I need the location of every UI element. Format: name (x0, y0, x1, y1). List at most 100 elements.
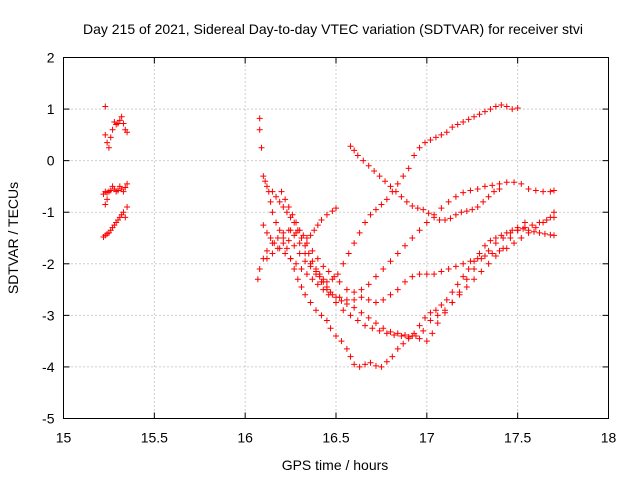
data-point-marker (467, 258, 474, 265)
data-point-marker (282, 196, 289, 203)
series-s6 (287, 179, 557, 296)
data-point-marker (383, 358, 390, 365)
data-point-marker (409, 203, 416, 210)
data-point-marker (269, 188, 276, 195)
data-point-marker (402, 331, 409, 338)
data-point-marker (263, 183, 270, 190)
data-point-marker (449, 299, 456, 306)
data-point-marker (287, 255, 294, 262)
data-point-marker (380, 296, 387, 303)
data-point-marker (367, 211, 374, 218)
data-point-marker (382, 178, 389, 185)
data-point-marker (551, 187, 557, 194)
data-point-marker (416, 335, 423, 342)
data-point-marker (293, 219, 300, 226)
data-point-marker (420, 327, 427, 334)
data-point-marker (262, 178, 269, 185)
data-point-marker (120, 188, 127, 195)
data-point-marker (478, 268, 485, 275)
data-point-marker (274, 245, 281, 252)
data-point-marker (314, 255, 321, 262)
data-point-marker (124, 204, 131, 211)
data-point-marker (414, 205, 421, 212)
data-point-marker (372, 299, 379, 306)
data-marks (100, 101, 557, 370)
data-point-marker (551, 209, 557, 216)
data-point-marker (325, 268, 332, 275)
data-point-marker (485, 193, 492, 200)
series-s2 (254, 209, 557, 306)
data-point-marker (449, 124, 456, 131)
data-point-marker (460, 118, 467, 125)
data-point-marker (329, 208, 336, 215)
data-point-marker (436, 216, 443, 223)
data-point-marker (403, 198, 410, 205)
data-point-marker (427, 317, 434, 324)
data-point-marker (394, 330, 401, 337)
data-point-marker (422, 139, 429, 146)
data-point-marker (540, 188, 547, 195)
data-point-marker (423, 271, 430, 278)
data-point-marker (263, 229, 270, 236)
data-point-marker (338, 297, 345, 304)
data-point-marker (354, 152, 361, 159)
data-point-marker (102, 103, 109, 110)
data-point-marker (320, 276, 327, 283)
data-point-marker (376, 173, 383, 180)
y-tick-label: -5 (42, 411, 55, 427)
data-point-marker (409, 235, 416, 241)
data-point-marker (356, 229, 363, 236)
data-point-marker (365, 281, 372, 288)
data-point-marker (429, 330, 436, 337)
data-point-marker (532, 224, 539, 231)
data-point-marker (547, 231, 554, 238)
data-point-marker (460, 273, 467, 280)
data-point-marker (481, 183, 488, 190)
data-point-marker (551, 214, 557, 221)
data-point-marker (258, 144, 265, 151)
data-point-marker (280, 235, 287, 241)
data-point-marker (365, 314, 372, 321)
data-point-marker (531, 228, 538, 235)
data-point-marker (298, 265, 305, 272)
y-axis-label: SDTVAR / TECUs (5, 182, 21, 294)
data-point-marker (536, 219, 543, 226)
data-point-marker (116, 117, 123, 124)
data-point-marker (476, 250, 483, 257)
data-point-marker (547, 188, 554, 195)
data-point-marker (311, 227, 318, 234)
data-point-marker (409, 332, 416, 339)
data-point-marker (296, 250, 303, 257)
data-point-marker (445, 198, 452, 205)
data-point-marker (434, 312, 441, 319)
data-point-marker (391, 331, 398, 338)
data-point-marker (362, 219, 369, 226)
data-point-marker (124, 180, 131, 187)
series-s3 (260, 219, 528, 341)
data-point-marker (503, 103, 510, 110)
data-point-marker (287, 227, 294, 234)
data-point-marker (541, 230, 548, 237)
data-point-marker (431, 214, 438, 221)
data-point-marker (416, 271, 423, 278)
data-point-marker (416, 227, 423, 234)
data-point-marker (362, 361, 369, 368)
data-point-marker (463, 276, 470, 283)
data-point-marker (456, 289, 463, 296)
data-point-marker (351, 296, 358, 303)
x-axis-label: GPS time / hours (282, 457, 389, 473)
data-point-marker (120, 120, 127, 127)
data-point-marker (351, 361, 358, 368)
data-point-marker (314, 281, 321, 288)
data-point-marker (285, 204, 292, 211)
data-point-marker (518, 235, 525, 241)
tick-labels: 15 15.5 16 16.5 17 17.5 18 2 1 0 -1 -2 -3 -4 -5 (42, 50, 616, 446)
data-point-marker (309, 276, 316, 283)
data-point-marker (443, 129, 450, 136)
data-point-marker (280, 204, 287, 211)
data-point-marker (405, 334, 412, 341)
data-point-marker (115, 187, 121, 194)
data-point-marker (289, 211, 296, 218)
data-point-marker (460, 260, 467, 267)
data-point-marker (323, 283, 330, 290)
